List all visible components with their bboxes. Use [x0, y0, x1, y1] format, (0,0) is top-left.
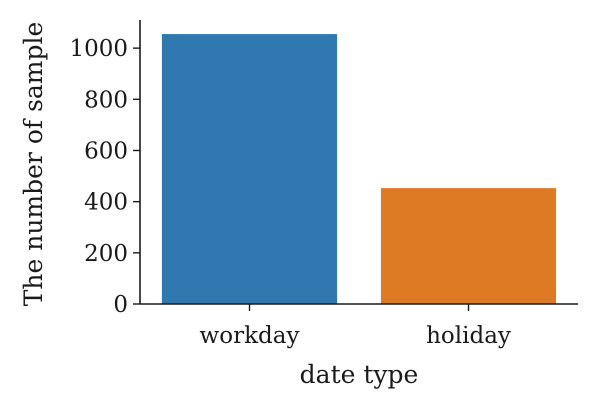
- x-axis-ticks: workday holiday: [200, 304, 511, 349]
- x-tick-label: holiday: [426, 323, 511, 349]
- x-tick-label: workday: [200, 323, 300, 349]
- y-tick-label: 800: [84, 87, 128, 113]
- y-tick-label: 200: [84, 241, 128, 267]
- y-axis-ticks: 0 200 400 600 800 1000: [69, 36, 140, 318]
- y-tick-label: 600: [84, 138, 128, 164]
- bar-workday: [161, 34, 338, 304]
- bar-holiday: [380, 188, 557, 304]
- y-tick-label: 1000: [69, 36, 128, 62]
- y-tick-label: 0: [113, 292, 128, 318]
- bars-layer: [161, 34, 557, 304]
- x-axis-label: date type: [300, 360, 419, 389]
- y-tick-label: 400: [84, 190, 128, 216]
- y-axis-label: The number of sample: [19, 22, 48, 307]
